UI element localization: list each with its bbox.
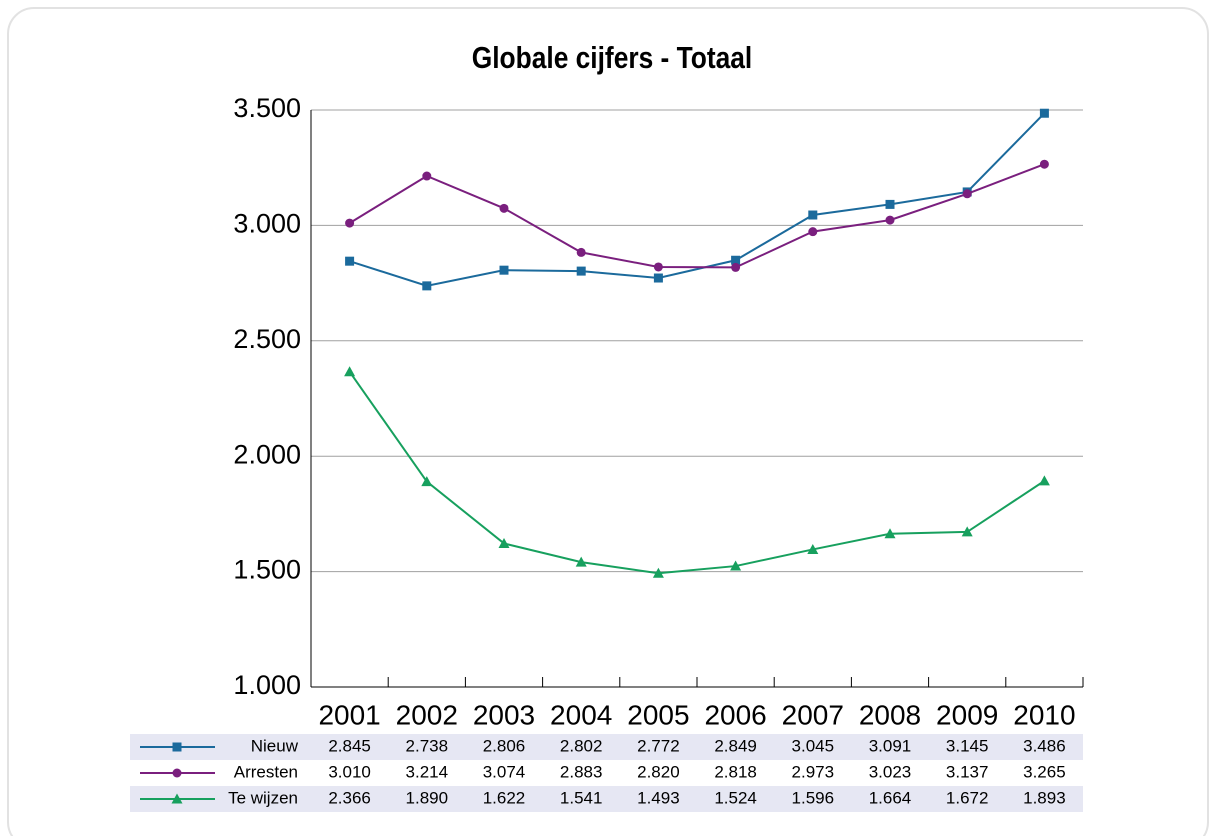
series-line — [349, 112, 1046, 287]
table-value: 2.818 — [714, 762, 757, 781]
marker — [172, 742, 182, 752]
x-tick-label: 2007 — [782, 699, 844, 730]
y-tick-label: 3.500 — [233, 93, 301, 123]
marker — [653, 273, 663, 283]
marker — [885, 215, 895, 225]
marker — [422, 281, 432, 291]
marker — [807, 543, 819, 554]
marker — [1039, 159, 1049, 169]
marker — [1038, 475, 1050, 486]
marker — [731, 255, 741, 265]
marker — [653, 262, 663, 272]
series-line — [349, 163, 1045, 269]
table-value: 2.802 — [560, 736, 603, 755]
table-value: 3.265 — [1023, 762, 1066, 781]
marker — [575, 556, 587, 567]
marker — [344, 366, 356, 377]
marker — [962, 189, 972, 199]
marker — [961, 526, 973, 537]
marker — [498, 537, 510, 548]
marker — [1039, 108, 1049, 118]
table-value: 2.883 — [560, 762, 603, 781]
marker — [885, 199, 895, 209]
y-tick-label: 1.000 — [233, 670, 301, 700]
table-value: 1.672 — [946, 788, 989, 807]
table-value: 3.091 — [869, 736, 912, 755]
marker — [171, 793, 183, 804]
table-value: 1.890 — [406, 788, 449, 807]
marker — [884, 528, 896, 539]
marker — [172, 768, 182, 778]
table-value: 1.622 — [483, 788, 526, 807]
marker — [345, 218, 355, 228]
table-value: 3.214 — [406, 762, 449, 781]
table-value: 3.074 — [483, 762, 526, 781]
marker — [499, 203, 509, 213]
table-value: 1.493 — [637, 788, 680, 807]
legend-label: Te wijzen — [228, 788, 298, 807]
x-tick-label: 2010 — [1013, 699, 1075, 730]
table-value: 1.893 — [1023, 788, 1066, 807]
legend-label: Nieuw — [251, 736, 299, 755]
table-value: 2.820 — [637, 762, 680, 781]
marker — [576, 266, 586, 276]
table-value: 2.366 — [328, 788, 371, 807]
table-value: 2.806 — [483, 736, 526, 755]
x-tick-label: 2008 — [859, 699, 921, 730]
x-tick-label: 2009 — [936, 699, 998, 730]
table-row-bg — [130, 786, 1083, 812]
table-value: 3.137 — [946, 762, 989, 781]
table-value: 3.023 — [869, 762, 912, 781]
series-line — [348, 371, 1045, 575]
legend-label: Arresten — [234, 762, 298, 781]
table-value: 1.664 — [869, 788, 912, 807]
x-tick-label: 2005 — [627, 699, 689, 730]
marker — [731, 262, 741, 272]
marker — [808, 210, 818, 220]
table-value: 2.849 — [714, 736, 757, 755]
marker — [422, 171, 432, 181]
y-tick-label: 3.000 — [233, 209, 301, 239]
table-value: 3.010 — [328, 762, 371, 781]
marker — [730, 560, 742, 571]
y-tick-label: 2.500 — [233, 324, 301, 354]
marker — [499, 265, 509, 275]
table-value: 2.738 — [406, 736, 449, 755]
table-value: 1.524 — [714, 788, 757, 807]
table-row-bg — [130, 734, 1083, 760]
marker — [345, 256, 355, 266]
marker — [808, 227, 818, 237]
table-value: 2.845 — [328, 736, 371, 755]
x-tick-label: 2006 — [704, 699, 766, 730]
table-value: 3.045 — [792, 736, 835, 755]
table-value: 3.486 — [1023, 736, 1066, 755]
table-value: 1.596 — [792, 788, 835, 807]
marker — [652, 567, 664, 578]
x-tick-label: 2003 — [473, 699, 535, 730]
marker — [421, 476, 433, 487]
y-tick-label: 1.500 — [233, 555, 301, 585]
marker — [576, 247, 586, 257]
table-value: 2.772 — [637, 736, 680, 755]
table-value: 3.145 — [946, 736, 989, 755]
chart-title: Globale cijfers - Totaal — [472, 41, 752, 75]
x-tick-label: 2004 — [550, 699, 612, 730]
x-tick-label: 2002 — [396, 699, 458, 730]
y-tick-label: 2.000 — [233, 439, 301, 469]
table-value: 2.973 — [792, 762, 835, 781]
table-value: 1.541 — [560, 788, 603, 807]
x-tick-label: 2001 — [318, 699, 380, 730]
